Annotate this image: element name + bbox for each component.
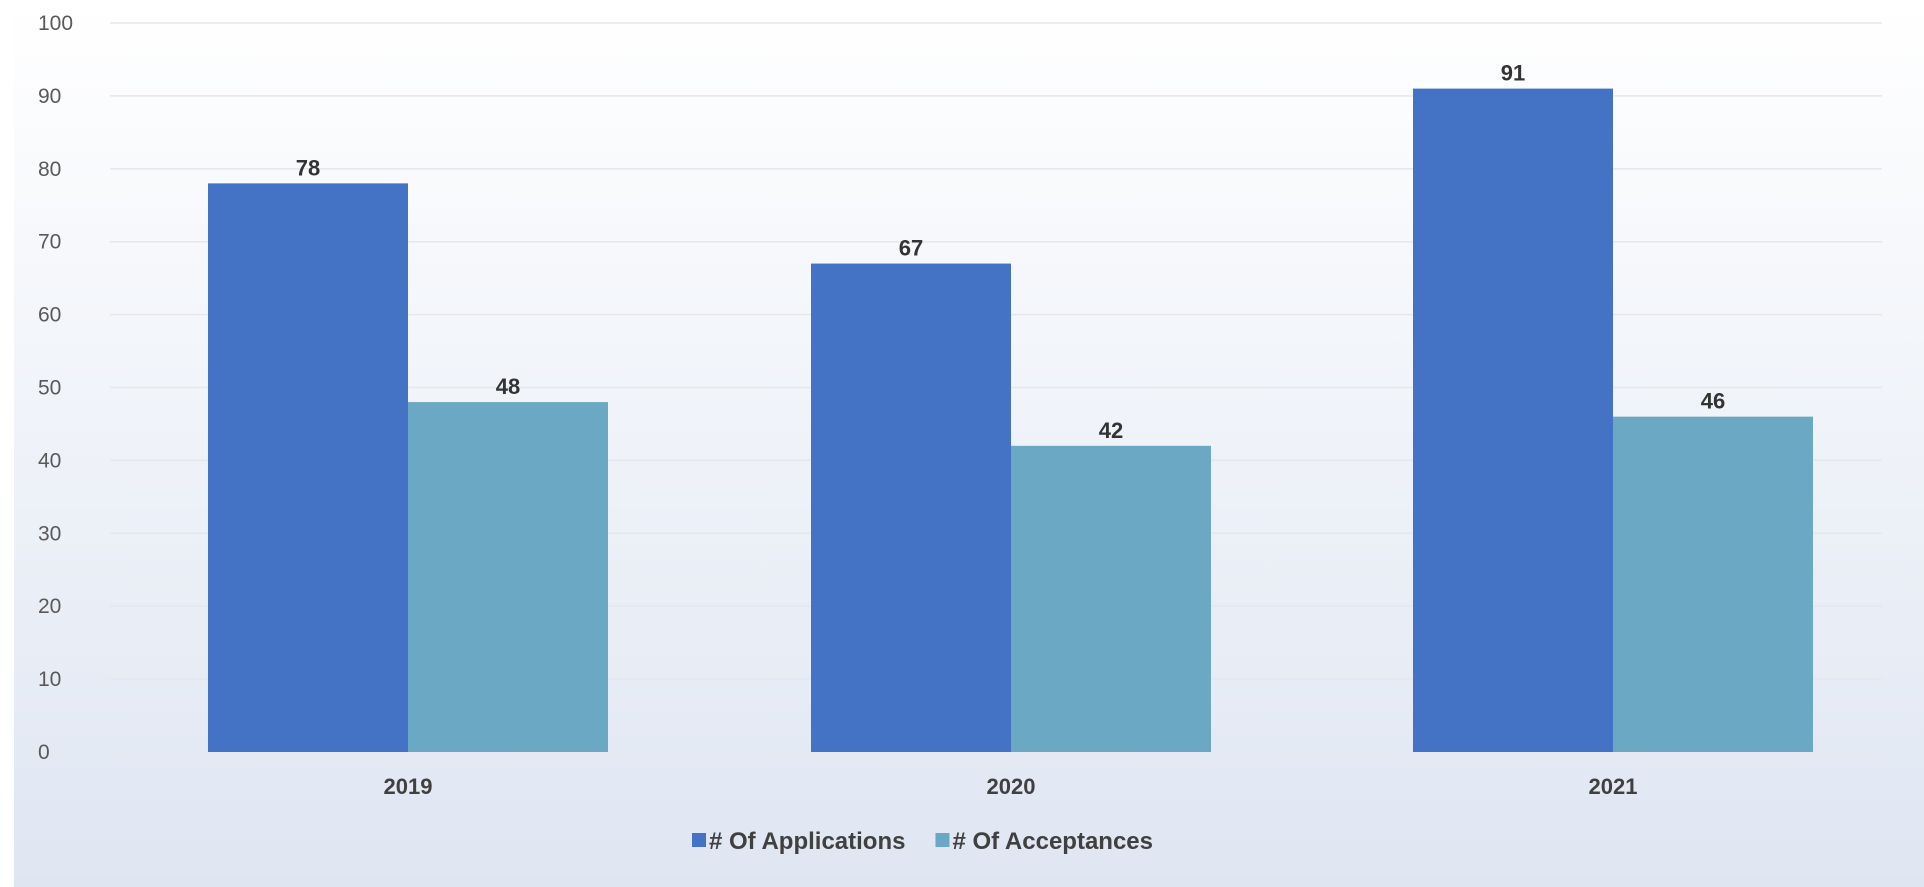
bar	[1613, 416, 1813, 752]
y-tick-label: 30	[38, 522, 61, 545]
legend-swatch	[692, 833, 706, 847]
y-tick-label: 90	[38, 85, 61, 108]
legend: # Of Applications # Of Acceptances	[692, 828, 1153, 855]
data-label: 46	[1701, 389, 1725, 414]
data-label: 48	[496, 374, 520, 399]
y-tick-label: 60	[38, 304, 61, 327]
data-label: 67	[899, 236, 923, 261]
data-label: 78	[296, 155, 320, 180]
x-tick-label: 2021	[1589, 774, 1638, 799]
bar	[208, 183, 408, 752]
y-tick-label: 50	[38, 377, 61, 400]
y-axis-ticks: 0 10 20 30 40 50 60 70 80 90 100	[38, 12, 73, 764]
y-tick-label: 70	[38, 231, 61, 254]
data-label: 42	[1099, 418, 1123, 443]
legend-label: # Of Applications	[709, 828, 905, 855]
bar	[811, 263, 1011, 752]
y-tick-label: 10	[38, 668, 61, 691]
x-tick-label: 2019	[384, 774, 433, 799]
legend-label: # Of Acceptances	[952, 828, 1153, 855]
bar	[1011, 445, 1211, 752]
y-tick-label: 80	[38, 158, 61, 181]
data-labels: 78 48 67 42 91 46	[296, 61, 1725, 443]
x-axis-ticks: 2019 2020 2021	[384, 774, 1638, 799]
legend-swatch	[935, 833, 950, 847]
data-label: 91	[1501, 61, 1525, 86]
y-tick-label: 0	[38, 741, 50, 764]
y-tick-label: 40	[38, 449, 61, 472]
x-tick-label: 2020	[987, 774, 1036, 799]
y-tick-label: 100	[38, 12, 73, 35]
legend-item: # Of Acceptances	[935, 828, 1153, 855]
y-tick-label: 20	[38, 595, 61, 618]
bars	[208, 88, 1813, 753]
bar	[1413, 88, 1613, 753]
bar	[408, 402, 608, 752]
legend-item: # Of Applications	[692, 828, 905, 855]
